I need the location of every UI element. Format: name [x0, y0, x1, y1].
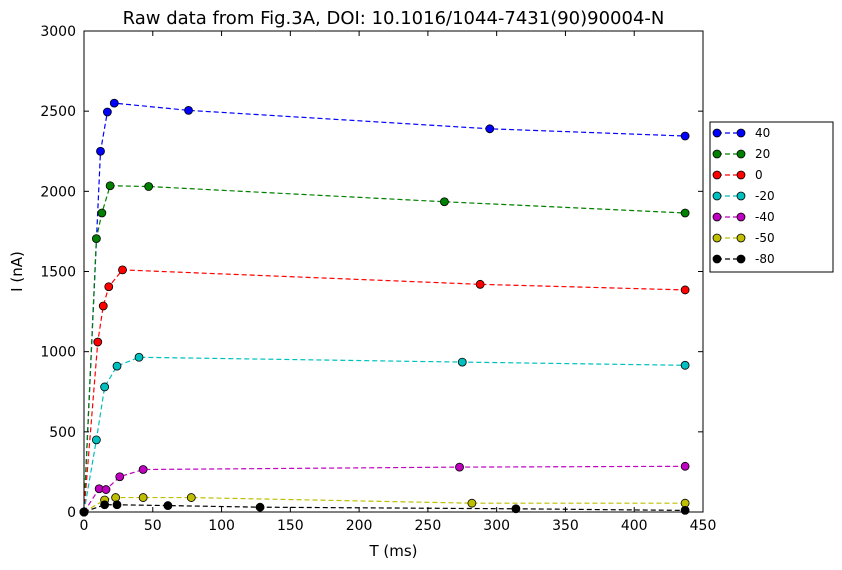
x-tick-label: 250: [415, 518, 442, 534]
data-point: [112, 361, 122, 371]
y-tick-label: 500: [49, 425, 76, 441]
legend-item: -40: [712, 210, 775, 224]
x-tick-label: 100: [208, 518, 235, 534]
x-tick-label: 450: [690, 518, 717, 534]
data-point: [98, 301, 108, 311]
series-40: [79, 98, 690, 517]
legend-item: -20: [712, 189, 775, 203]
x-tick-label: 0: [80, 518, 89, 534]
x-tick-label: 400: [621, 518, 648, 534]
legend-marker: [736, 233, 746, 243]
legend-marker: [736, 128, 746, 138]
data-point: [455, 462, 464, 472]
legend-marker: [712, 254, 722, 264]
data-point: [102, 107, 112, 117]
data-point: [511, 504, 521, 514]
data-point: [138, 465, 148, 474]
data-point: [100, 382, 110, 392]
legend-item: 20: [712, 147, 770, 161]
legend-label: 40: [755, 126, 770, 140]
data-point: [680, 461, 690, 471]
data-point: [100, 500, 110, 510]
data-point: [105, 181, 115, 191]
data-point: [680, 360, 690, 370]
data-point: [680, 505, 690, 515]
legend-box: [709, 121, 834, 273]
data-point: [475, 279, 485, 289]
y-tick-label: 2000: [40, 184, 76, 200]
data-point: [163, 501, 173, 510]
legend-marker: [712, 128, 722, 138]
legend-label: 0: [755, 168, 763, 182]
x-tick-label: 200: [346, 518, 373, 534]
legend-marker: [712, 149, 722, 159]
y-tick-label: 3000: [40, 24, 76, 40]
legend-label: -80: [755, 252, 775, 266]
legend-marker: [712, 233, 722, 243]
data-point: [93, 337, 103, 347]
data-point: [186, 493, 196, 502]
legend-marker: [712, 170, 722, 180]
y-axis-label: I (nA): [8, 251, 26, 292]
series--80: [79, 500, 690, 517]
data-point: [91, 234, 101, 244]
legend-label: -20: [755, 189, 775, 203]
data-point: [144, 182, 154, 191]
legend-marker: [712, 191, 722, 201]
data-point: [138, 493, 148, 502]
data-point: [485, 124, 495, 134]
legend-marker: [736, 149, 746, 159]
data-point: [111, 493, 121, 502]
legend-marker: [736, 191, 746, 201]
x-tick-label: 350: [552, 518, 579, 534]
legend-item: -80: [712, 252, 775, 266]
data-point: [680, 285, 690, 295]
y-tick-label: 0: [67, 505, 76, 521]
data-point: [439, 197, 449, 207]
data-point: [457, 357, 467, 367]
data-point: [96, 146, 105, 156]
data-point: [109, 98, 119, 108]
x-tick-label: 50: [144, 518, 162, 534]
data-point: [680, 131, 690, 141]
y-tick-label: 1500: [40, 265, 76, 281]
legend-marker: [712, 212, 722, 222]
legend-label: -40: [755, 210, 775, 224]
data-point: [104, 282, 114, 292]
legend-item: -50: [712, 231, 775, 245]
legend-item: 0: [712, 168, 763, 182]
data-point: [184, 105, 193, 115]
data-point: [680, 208, 690, 218]
data-point: [91, 435, 101, 445]
data-point: [115, 472, 125, 482]
legend: 40 20 0 -20 -40 -50 -80: [709, 121, 834, 273]
y-tick-label: 1000: [40, 345, 76, 361]
data-point: [112, 500, 122, 510]
x-axis-label: T (ms): [368, 542, 417, 560]
legend-marker: [736, 170, 746, 180]
axis-ticks: 0 50 100 150 200 250 300 350 400 450 0 500 1000 1500 2…: [40, 24, 716, 534]
data-point: [680, 498, 690, 508]
x-tick-label: 150: [277, 518, 304, 534]
legend-item: 40: [712, 126, 770, 140]
chart-title: Raw data from Fig.3A, DOI: 10.1016/1044-…: [123, 8, 665, 29]
y-tick-label: 2500: [40, 104, 76, 120]
legend-marker: [736, 212, 746, 222]
data-point: [255, 502, 265, 512]
legend-marker: [736, 254, 746, 264]
data-point: [97, 208, 107, 218]
data-point: [467, 498, 477, 508]
x-tick-label: 300: [483, 518, 510, 534]
series--20: [79, 352, 690, 517]
legend-label: -50: [755, 231, 775, 245]
data-point: [118, 265, 127, 275]
data-point: [134, 352, 144, 362]
data-point: [101, 485, 111, 494]
plot-frame: [83, 30, 704, 513]
legend-label: 20: [755, 147, 770, 161]
